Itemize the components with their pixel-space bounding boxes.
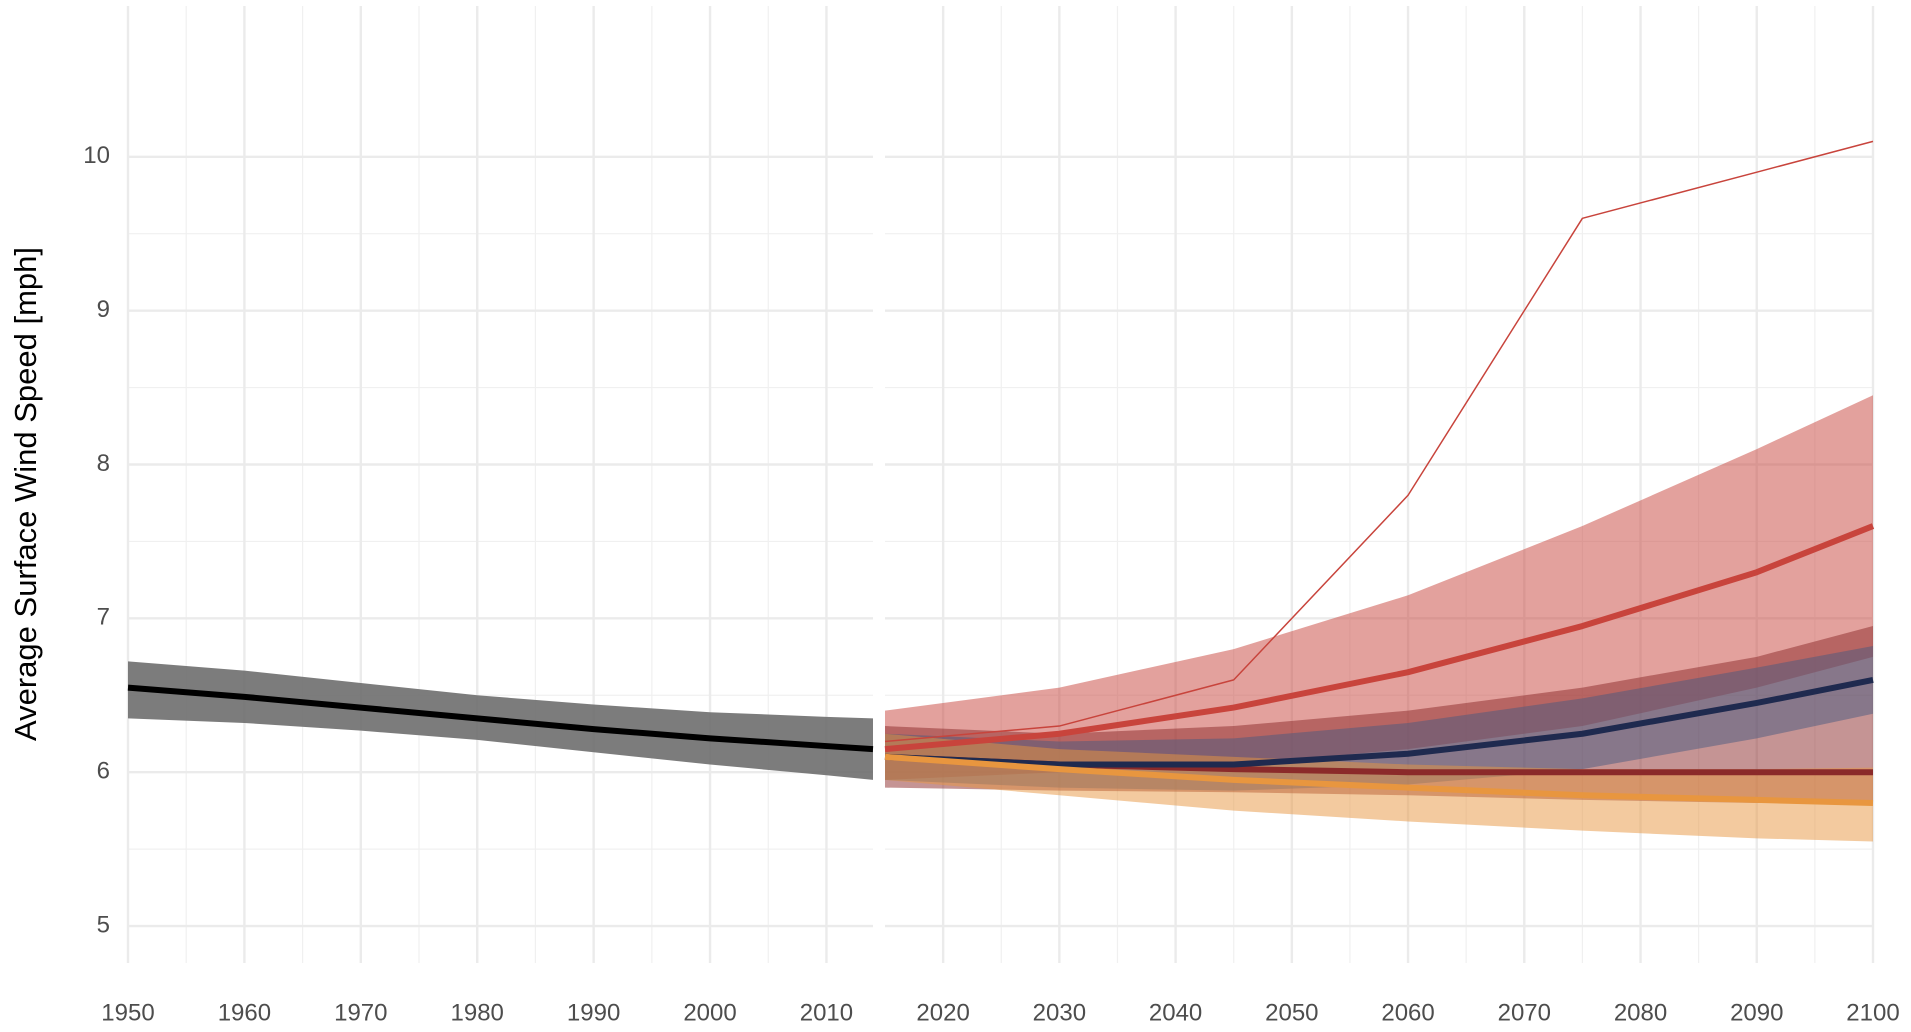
x-tick-label: 2070 <box>1498 999 1551 1026</box>
x-tick-label: 2050 <box>1265 999 1318 1026</box>
y-tick-label: 10 <box>83 142 110 169</box>
y-tick-label: 9 <box>97 296 110 323</box>
y-axis-title: Average Surface Wind Speed [mph] <box>8 247 43 741</box>
trend-line <box>884 523 1875 753</box>
x-tick-label: 2100 <box>1846 999 1899 1026</box>
x-tick-label: 2000 <box>683 999 736 1026</box>
x-tick-label: 1950 <box>101 999 154 1026</box>
x-tick-label: 2010 <box>800 999 853 1026</box>
member-line <box>884 140 1874 743</box>
x-tick-label: 2080 <box>1614 999 1667 1026</box>
y-tick-label: 7 <box>97 604 110 631</box>
y-tick-label: 6 <box>97 758 110 785</box>
x-tick-label: 2090 <box>1730 999 1783 1026</box>
x-tick-label: 2020 <box>916 999 969 1026</box>
x-tick-label: 2030 <box>1033 999 1086 1026</box>
x-tick-label: 1980 <box>451 999 504 1026</box>
x-tick-label: 1990 <box>567 999 620 1026</box>
x-tick-label: 2060 <box>1381 999 1434 1026</box>
x-tick-label: 1960 <box>218 999 271 1026</box>
x-tick-label: 1970 <box>334 999 387 1026</box>
y-tick-label: 5 <box>97 911 110 938</box>
trend-line <box>884 676 1874 768</box>
trend-line <box>127 684 874 753</box>
y-tick-label: 8 <box>97 450 110 477</box>
trend-line <box>884 753 1874 806</box>
x-tick-label: 2040 <box>1149 999 1202 1026</box>
